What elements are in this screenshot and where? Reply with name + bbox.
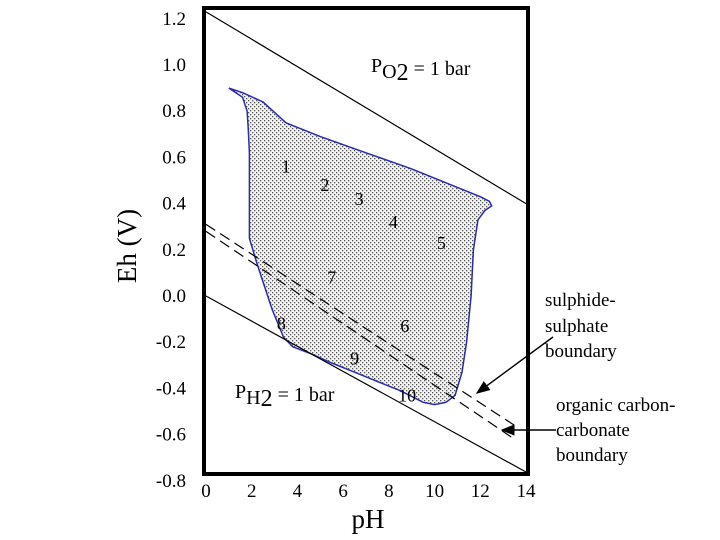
point-label: 10 bbox=[398, 385, 416, 405]
y-tick-label: 0.8 bbox=[162, 101, 186, 122]
y-tick-label: -0.4 bbox=[156, 378, 187, 399]
point-label: 9 bbox=[350, 348, 359, 368]
h2-boundary-line bbox=[205, 295, 527, 473]
y-tick-label: 1.0 bbox=[162, 55, 186, 76]
y-tick-label: 1.2 bbox=[162, 9, 186, 30]
x-axis-label: pH bbox=[352, 504, 385, 534]
o2-boundary-line bbox=[205, 11, 527, 205]
po2-annotation: PO2 = 1 bar bbox=[371, 55, 471, 86]
x-tick-label: 12 bbox=[471, 481, 490, 502]
point-label: 1 bbox=[282, 157, 291, 177]
point-labels: 1 2 3 4 5 6 7 8 9 10 bbox=[277, 157, 446, 406]
x-tick-label: 6 bbox=[338, 481, 348, 502]
carbon-carbonate-dashed-line bbox=[205, 230, 515, 440]
sulphide-arrow bbox=[475, 336, 554, 394]
sulphide-sulphate-label: sulphide- sulphate boundary bbox=[545, 290, 620, 362]
natural-waters-region bbox=[228, 87, 493, 406]
point-label: 5 bbox=[437, 233, 446, 253]
x-tick-labels: 0 2 4 6 8 10 12 14 bbox=[201, 481, 536, 502]
point-label: 3 bbox=[355, 189, 364, 209]
y-tick-label: -0.6 bbox=[156, 425, 186, 446]
y-tick-label: 0.2 bbox=[162, 240, 186, 261]
point-label: 6 bbox=[400, 316, 409, 336]
y-tick-label: -0.8 bbox=[156, 471, 186, 492]
point-label: 2 bbox=[320, 175, 329, 195]
y-tick-label: -0.2 bbox=[156, 332, 186, 353]
sulphide-sulphate-dashed-line bbox=[205, 223, 515, 426]
x-tick-label: 0 bbox=[201, 481, 211, 502]
y-tick-label: 0.0 bbox=[162, 286, 186, 307]
plot-frame bbox=[202, 6, 530, 476]
x-tick-label: 14 bbox=[517, 481, 537, 502]
y-tick-label: 0.6 bbox=[162, 147, 186, 168]
point-label: 4 bbox=[389, 212, 398, 232]
y-axis-label: Eh (V) bbox=[112, 209, 142, 283]
y-tick-labels: -0.8 -0.6 -0.4 -0.2 0.0 0.2 0.4 0.6 0.8 1.0 1.2 bbox=[156, 9, 187, 492]
point-label: 8 bbox=[277, 314, 286, 334]
point-label: 7 bbox=[327, 268, 336, 288]
x-tick-label: 4 bbox=[293, 481, 303, 502]
x-tick-label: 10 bbox=[425, 481, 444, 502]
carbon-carbonate-label: organic carbon- carbonate boundary bbox=[556, 395, 680, 466]
x-tick-label: 2 bbox=[247, 481, 257, 502]
y-tick-label: 0.4 bbox=[162, 194, 186, 215]
x-tick-label: 8 bbox=[384, 481, 394, 502]
ph2-annotation: PH2 = 1 bar bbox=[235, 381, 335, 412]
